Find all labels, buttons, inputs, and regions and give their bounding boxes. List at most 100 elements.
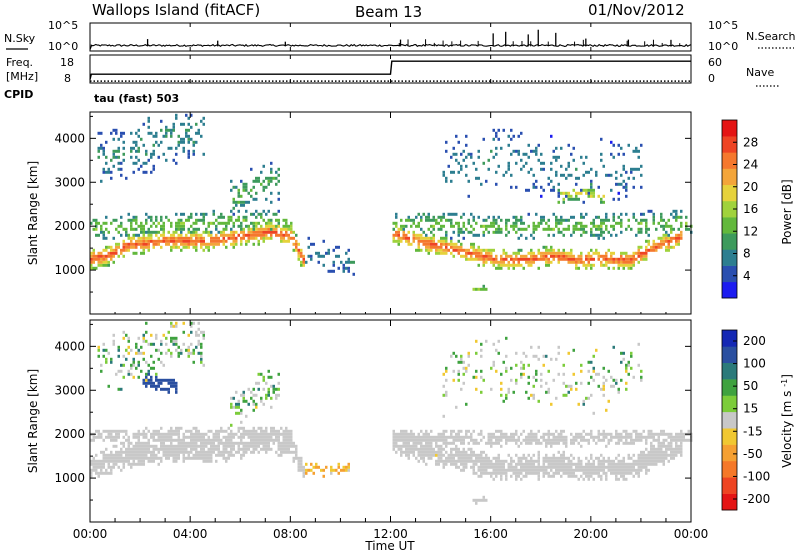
range-gate-cell xyxy=(202,450,205,454)
range-gate-cell xyxy=(122,354,125,358)
range-gate-cell xyxy=(457,140,460,144)
range-gate-cell xyxy=(532,230,535,234)
range-gate-cell xyxy=(427,218,430,222)
range-gate-cell xyxy=(610,438,613,442)
range-gate-cell xyxy=(555,462,558,466)
range-gate-cell xyxy=(570,251,573,255)
range-gate-cell xyxy=(542,435,545,439)
range-gate-cell xyxy=(567,260,570,264)
range-gate-cell xyxy=(632,459,635,463)
range-gate-cell xyxy=(647,435,650,439)
range-gate-cell xyxy=(407,435,410,439)
range-gate-cell xyxy=(90,266,93,270)
range-gate-cell xyxy=(117,369,120,373)
range-gate-cell xyxy=(655,447,658,451)
range-gate-cell xyxy=(680,224,683,228)
range-gate-cell xyxy=(480,456,483,460)
range-gate-cell xyxy=(212,239,215,243)
range-gate-cell xyxy=(142,381,145,385)
range-gate-cell xyxy=(182,212,185,216)
noise-sky-label: N.Sky xyxy=(4,32,36,45)
range-gate-cell xyxy=(160,218,163,222)
range-gate-cell xyxy=(200,447,203,451)
range-gate-cell xyxy=(642,465,645,469)
range-gate-cell xyxy=(465,432,468,436)
range-gate-cell xyxy=(515,465,518,469)
range-gate-cell xyxy=(217,435,220,439)
range-gate-cell xyxy=(597,194,600,198)
range-gate-cell xyxy=(485,453,488,457)
range-gate-cell xyxy=(620,465,623,469)
range-gate-cell xyxy=(532,375,535,379)
range-gate-cell xyxy=(562,251,565,255)
range-gate-cell xyxy=(295,239,298,243)
range-gate-cell xyxy=(145,447,148,451)
range-gate-cell xyxy=(310,257,313,261)
range-gate-cell xyxy=(622,167,625,171)
range-gate-cell xyxy=(462,450,465,454)
range-gate-cell xyxy=(515,149,518,153)
range-gate-cell xyxy=(252,402,255,406)
range-gate-cell xyxy=(640,221,643,225)
range-gate-cell xyxy=(197,435,200,439)
range-gate-cell xyxy=(392,435,395,439)
range-gate-cell xyxy=(520,366,523,370)
range-gate-cell xyxy=(610,233,613,237)
range-gate-cell xyxy=(637,230,640,234)
range-gate-cell xyxy=(482,287,485,291)
range-gate-cell xyxy=(585,456,588,460)
range-gate-cell xyxy=(220,215,223,219)
range-gate-cell xyxy=(190,242,193,246)
range-gate-cell xyxy=(467,441,470,445)
range-gate-cell xyxy=(225,233,228,237)
range-gate-cell xyxy=(107,251,110,255)
range-gate-cell xyxy=(642,212,645,216)
range-gate-cell xyxy=(170,324,173,328)
range-gate-cell xyxy=(642,459,645,463)
range-gate-cell xyxy=(182,450,185,454)
range-gate-cell xyxy=(562,191,565,195)
range-gate-cell xyxy=(275,438,278,442)
range-gate-cell xyxy=(545,468,548,472)
range-gate-cell xyxy=(422,239,425,243)
range-gate-cell xyxy=(582,477,585,481)
range-gate-cell xyxy=(432,215,435,219)
range-gate-cell xyxy=(415,444,418,448)
range-gate-cell xyxy=(127,444,130,448)
range-gate-cell xyxy=(557,221,560,225)
range-gate-cell xyxy=(587,170,590,174)
range-gate-cell xyxy=(607,468,610,472)
range-gate-cell xyxy=(215,432,218,436)
range-gate-cell xyxy=(280,450,283,454)
range-gate-cell xyxy=(255,432,258,436)
range-gate-cell xyxy=(192,444,195,448)
range-gate-cell xyxy=(640,432,643,436)
range-gate-cell xyxy=(662,236,665,240)
range-gate-cell xyxy=(580,254,583,258)
range-gate-cell xyxy=(565,435,568,439)
range-gate-cell xyxy=(665,221,668,225)
range-gate-cell xyxy=(210,230,213,234)
range-gate-cell xyxy=(205,453,208,457)
range-gate-cell xyxy=(255,209,258,213)
range-gate-cell xyxy=(152,342,155,346)
range-gate-cell xyxy=(297,251,300,255)
range-gate-cell xyxy=(670,230,673,234)
range-gate-cell xyxy=(627,471,630,475)
range-gate-cell xyxy=(180,140,183,144)
range-gate-cell xyxy=(600,227,603,231)
range-gate-cell xyxy=(242,393,245,397)
range-gate-cell xyxy=(170,378,173,382)
range-gate-cell xyxy=(662,441,665,445)
range-gate-cell xyxy=(337,471,340,475)
range-gate-cell xyxy=(505,477,508,481)
range-gate-cell xyxy=(522,254,525,258)
range-gate-cell xyxy=(200,134,203,138)
range-gate-cell xyxy=(452,438,455,442)
range-gate-cell xyxy=(640,164,643,168)
range-gate-cell xyxy=(457,459,460,463)
colorbar-segment xyxy=(722,184,737,202)
range-gate-cell xyxy=(482,456,485,460)
range-gate-cell xyxy=(122,242,125,246)
colorbar-segment xyxy=(722,200,737,218)
